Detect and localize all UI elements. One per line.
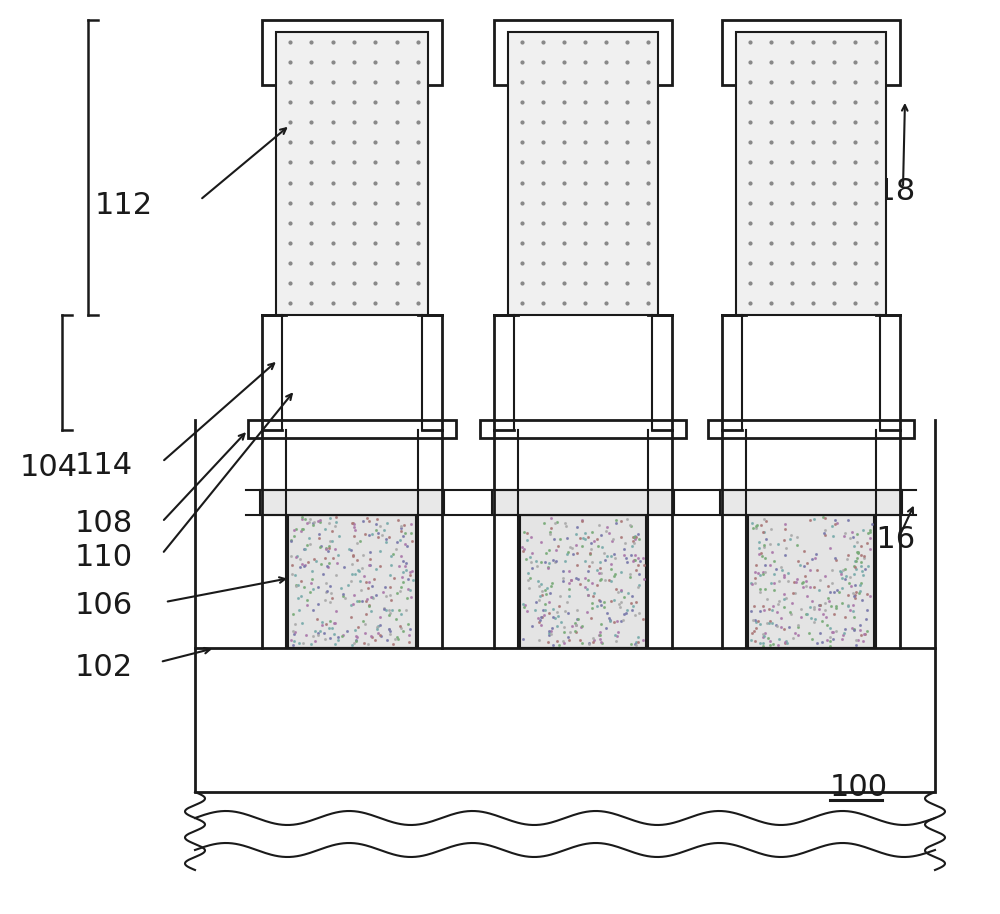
Bar [514,315,652,430]
Bar [880,315,900,430]
Bar [722,315,742,430]
Bar [282,315,422,430]
Bar [288,515,416,648]
Bar [492,490,674,515]
Bar [480,420,686,438]
Bar [736,32,886,315]
Bar [494,315,514,430]
Text: 116: 116 [858,526,916,555]
Bar [876,430,900,515]
Bar [742,315,880,430]
Bar [195,648,935,792]
Text: 102: 102 [75,654,133,683]
Bar [508,32,658,315]
Text: 104: 104 [20,453,78,483]
Text: 118: 118 [858,177,916,207]
Bar [494,430,518,515]
Bar [418,430,442,515]
Text: 114: 114 [75,451,133,480]
Text: 110: 110 [75,543,133,571]
Bar [652,315,672,430]
Bar [708,420,914,438]
Bar [722,430,746,515]
Bar [520,515,646,648]
Bar [260,490,444,515]
Text: 100: 100 [830,773,888,802]
Bar [720,490,902,515]
Bar [248,420,456,438]
Bar [262,430,286,515]
Text: 106: 106 [75,591,133,621]
Text: 108: 108 [75,508,133,537]
Bar [262,20,442,85]
Bar [422,315,442,430]
Bar [648,430,672,515]
Bar [276,32,428,315]
Bar [722,20,900,85]
Bar [262,315,282,430]
Bar [494,20,672,85]
Text: 112: 112 [95,190,153,219]
Bar [748,515,874,648]
